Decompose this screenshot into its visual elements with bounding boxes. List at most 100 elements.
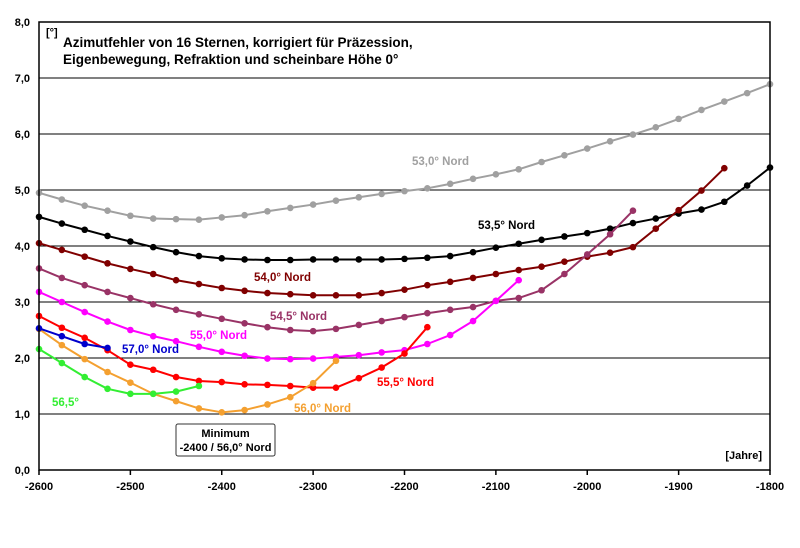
data-point [492,270,500,278]
data-point [561,258,568,265]
data-point [81,226,88,234]
chart-title-line-2: Eigenbewegung, Refraktion und scheinbare… [63,52,398,67]
x-tick-label: -1900 [665,481,693,493]
data-point [81,308,88,316]
data-point [332,197,340,204]
series-label: 54,0° Nord [254,272,311,284]
data-point [583,251,591,258]
annotation-box [175,423,276,457]
data-point [286,290,294,298]
series-line [38,315,429,389]
data-point [241,211,248,219]
data-point [401,255,408,263]
y-tick-label: 7,0 [15,73,30,85]
data-point [309,256,317,263]
data-point [104,368,111,376]
data-point [469,303,477,311]
data-point [286,393,294,401]
series-group [35,80,774,416]
data-point [81,340,88,348]
data-point [698,206,705,213]
x-tick-label: -2200 [390,481,418,493]
series-line [38,279,520,361]
data-point [127,238,134,245]
data-point [149,270,157,278]
x-tick-label: -2000 [573,481,601,493]
data-point [218,315,226,323]
data-point [469,317,477,325]
data-point [172,276,180,284]
data-point [492,171,500,178]
data-point [515,294,523,302]
y-axis-unit: [°] [46,27,58,39]
chart-title-line-1: Azimutfehler von 16 Sternen, korrigiert … [63,35,413,50]
data-point [378,289,385,297]
data-point [469,274,477,282]
y-tick-label: 6,0 [15,129,30,141]
series-2 [35,164,728,299]
data-point [172,337,180,345]
data-point [629,219,637,227]
data-point [492,297,500,305]
data-point [629,207,637,215]
data-point [561,151,568,159]
data-point [172,388,180,395]
data-point [401,313,408,321]
data-point [149,332,157,340]
data-point [286,382,294,390]
series-line [38,328,337,414]
data-point [264,323,271,331]
data-point [515,266,523,274]
data-point [309,201,317,208]
data-point [424,254,431,262]
data-point [149,215,157,222]
data-point [675,206,682,214]
series-label: 56,5° [52,397,79,409]
data-point [652,215,660,222]
data-point [538,236,545,244]
data-point [286,355,294,363]
data-point [81,334,88,342]
data-point [264,207,271,215]
data-point [606,225,614,232]
data-point [58,341,66,349]
data-point [424,281,431,289]
data-point [195,252,203,260]
x-tick-label: -1800 [756,481,784,493]
series-label: 57,0° Nord [122,344,179,356]
data-point [606,230,614,238]
data-point [355,291,363,299]
data-point [401,350,408,357]
data-point [172,373,180,381]
data-point [241,352,248,360]
annotation-line-2: -2400 / 56,0° Nord [180,442,272,454]
data-point [332,291,340,299]
data-point [218,214,226,221]
data-point [58,196,66,203]
data-point [721,98,728,105]
x-tick-label: -2500 [116,481,144,493]
x-axis-unit: [Jahre] [725,450,762,462]
data-point [492,244,500,251]
data-point [58,324,66,332]
data-point [241,256,248,263]
data-point [378,364,385,371]
data-point [195,343,203,351]
data-point [127,294,134,302]
data-point [332,256,340,263]
data-point [355,193,363,201]
data-point [332,384,340,391]
data-point [675,115,682,123]
data-point [698,106,705,114]
series-line [38,348,200,395]
data-point [149,366,157,374]
data-point [629,243,637,251]
series-0 [35,80,774,223]
data-point [264,401,271,408]
data-point [401,286,408,293]
data-point [629,131,637,138]
series-8 [35,325,111,352]
data-point [538,158,545,166]
data-point [355,321,363,329]
series-3 [35,207,637,335]
